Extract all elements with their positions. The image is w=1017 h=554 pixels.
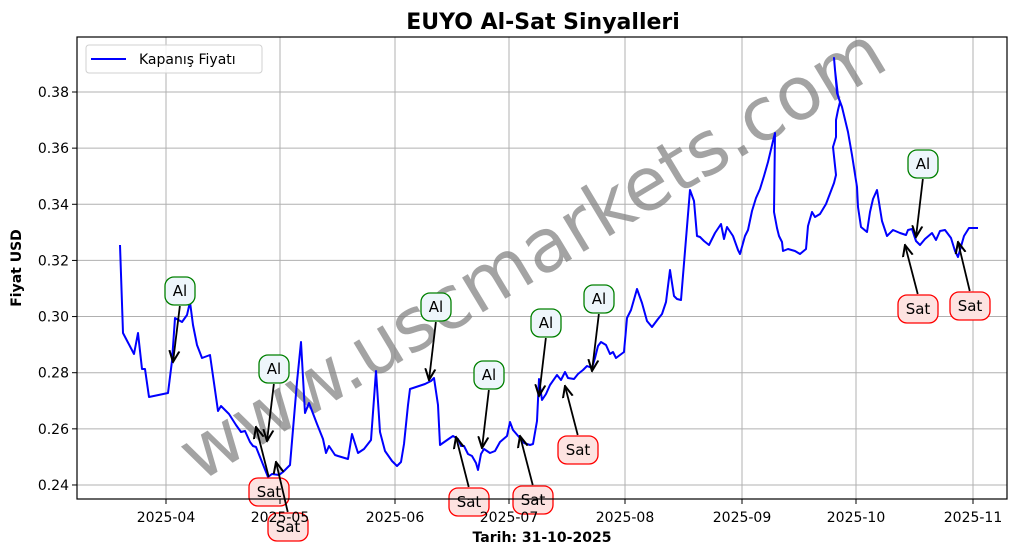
signal-arrow [482, 389, 490, 448]
watermark-text: www.uscmarkets.com [164, 9, 900, 498]
y-tick-label: 0.26 [38, 422, 69, 438]
sell-label-box [448, 487, 490, 517]
x-tick-label: 2025-08 [596, 510, 655, 526]
x-tick-label: 2025-06 [366, 510, 425, 526]
buy-signal-annotation: Al [473, 360, 505, 448]
signal-arrow [539, 337, 547, 396]
sell-signal-annotation: Sat [267, 462, 309, 542]
sell-label-text: Sat [457, 493, 482, 511]
signal-arrow [565, 386, 579, 436]
x-axis-label: Tarih: 31-10-2025 [473, 530, 612, 546]
grid-lines [77, 37, 1007, 499]
legend: Kapanış Fiyatı [85, 44, 263, 74]
signal-arrow [958, 242, 971, 292]
x-tick-label: 2025-05 [251, 510, 310, 526]
buy-signal-annotation: Al [258, 354, 290, 441]
buy-label-text: Al [267, 360, 281, 378]
chart-title: EUYO Al-Sat Sinyalleri [406, 10, 680, 35]
buy-signal-annotation: Al [420, 292, 452, 380]
signal-arrow [173, 305, 181, 362]
sell-label-text: Sat [906, 300, 931, 318]
x-axis-ticks: 2025-04 2025-05 2025-06 2025-07 2025-08 2025-… [137, 499, 1003, 526]
sell-label-text: Sat [566, 441, 591, 459]
buy-signal-annotation: Al [907, 149, 939, 237]
x-tick-label: 2025-07 [480, 510, 539, 526]
legend-label: Kapanış Fiyatı [139, 52, 236, 68]
sell-signal-annotation: Sat [897, 245, 939, 324]
x-tick-label: 2025-10 [827, 510, 886, 526]
sell-signal-annotation: Sat [557, 386, 599, 465]
sell-signal-annotation: Sat [512, 436, 554, 515]
buy-label-text: Al [916, 155, 930, 173]
y-tick-label: 0.32 [38, 253, 69, 269]
y-axis-ticks: 0.24 0.26 0.28 0.30 0.32 0.34 0.36 0.38 [38, 85, 77, 494]
y-tick-label: 0.34 [38, 197, 69, 213]
signal-arrow [429, 321, 437, 380]
sell-label-box [557, 435, 599, 465]
legend-box [85, 44, 263, 74]
buy-label-box [420, 292, 452, 322]
sell-label-box [512, 485, 554, 515]
buy-signal-annotation: Al [583, 284, 615, 371]
sell-label-text: Sat [257, 483, 282, 501]
sell-label-box [267, 512, 309, 542]
signal-arrow [256, 427, 270, 478]
buy-label-box [258, 354, 290, 384]
x-tick-label: 2025-04 [137, 510, 196, 526]
buy-label-text: Al [173, 282, 187, 300]
y-tick-label: 0.28 [38, 366, 69, 382]
sell-label-box [897, 294, 939, 324]
signal-arrow [905, 245, 919, 295]
signal-arrow [267, 383, 275, 441]
price-line [119, 57, 978, 478]
sell-signal-annotation: Sat [949, 242, 991, 321]
y-tick-label: 0.36 [38, 141, 69, 157]
buy-label-box [907, 149, 939, 179]
x-tick-label: 2025-11 [944, 510, 1003, 526]
buy-label-box [164, 276, 196, 306]
buy-label-text: Al [482, 366, 496, 384]
signal-arrow [456, 437, 470, 488]
buy-label-box [583, 284, 615, 314]
sell-label-box [949, 291, 991, 321]
sell-label-text: Sat [958, 297, 983, 315]
buy-label-box [530, 308, 562, 338]
y-axis-label: Fiyat USD [9, 229, 25, 307]
buy-label-text: Al [539, 314, 553, 332]
sell-label-text: Sat [276, 518, 301, 536]
buy-label-box [473, 360, 505, 390]
y-tick-label: 0.30 [38, 310, 69, 326]
sell-signal-annotation: Sat [448, 437, 490, 517]
signal-arrow [592, 313, 600, 371]
buy-label-text: Al [429, 298, 443, 316]
x-tick-label: 2025-09 [713, 510, 772, 526]
y-tick-label: 0.38 [38, 85, 69, 101]
y-tick-label: 0.24 [38, 478, 69, 494]
plot-frame [76, 36, 1008, 500]
buy-label-text: Al [592, 290, 606, 308]
signal-arrow [520, 436, 534, 486]
sell-label-text: Sat [521, 491, 546, 509]
signal-arrow [276, 462, 289, 513]
buy-signal-annotation: Al [530, 308, 562, 396]
buy-signal-annotation: Al [164, 276, 196, 362]
signal-arrow [916, 178, 924, 237]
